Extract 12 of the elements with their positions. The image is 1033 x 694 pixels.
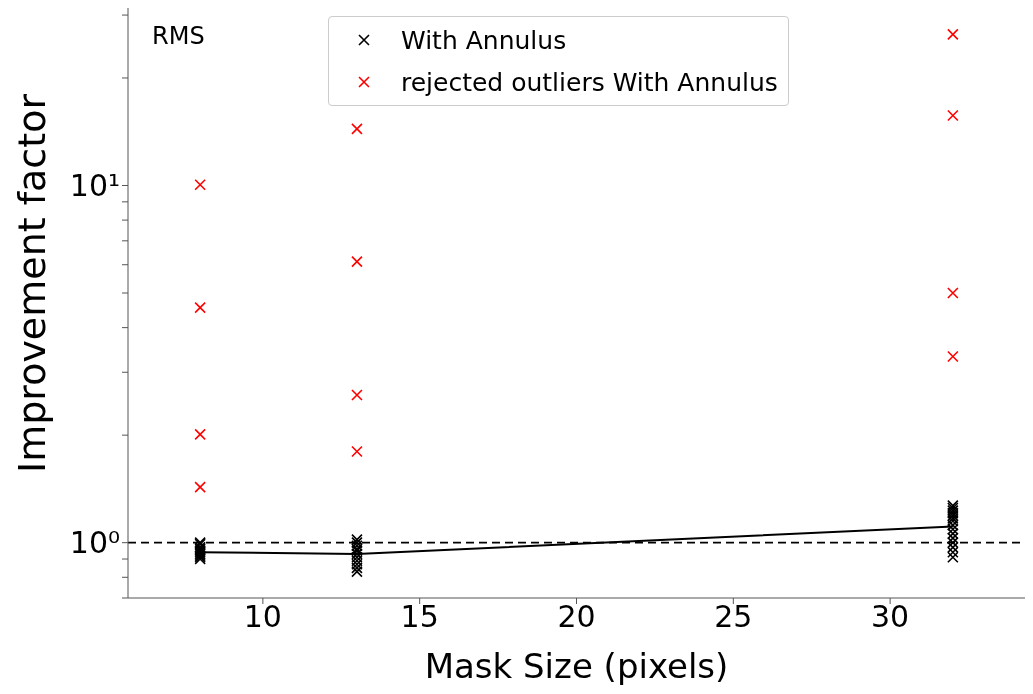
y-axis-title: Improvement factor xyxy=(10,93,55,473)
x-tick-label: 30 xyxy=(871,599,910,635)
x-tick-label: 25 xyxy=(714,599,753,635)
x-tick-label: 10 xyxy=(243,599,282,635)
x-axis-title: Mask Size (pixels) xyxy=(424,646,729,686)
legend-label: With Annulus xyxy=(401,25,567,55)
x-tick-label: 15 xyxy=(400,599,439,635)
x-tick-label: 20 xyxy=(557,599,596,635)
y-tick-label: 10¹ xyxy=(69,168,120,204)
legend-label: rejected outliers With Annulus xyxy=(401,67,778,97)
annotation: RMS xyxy=(152,22,205,50)
y-tick-label: 10⁰ xyxy=(69,525,120,561)
